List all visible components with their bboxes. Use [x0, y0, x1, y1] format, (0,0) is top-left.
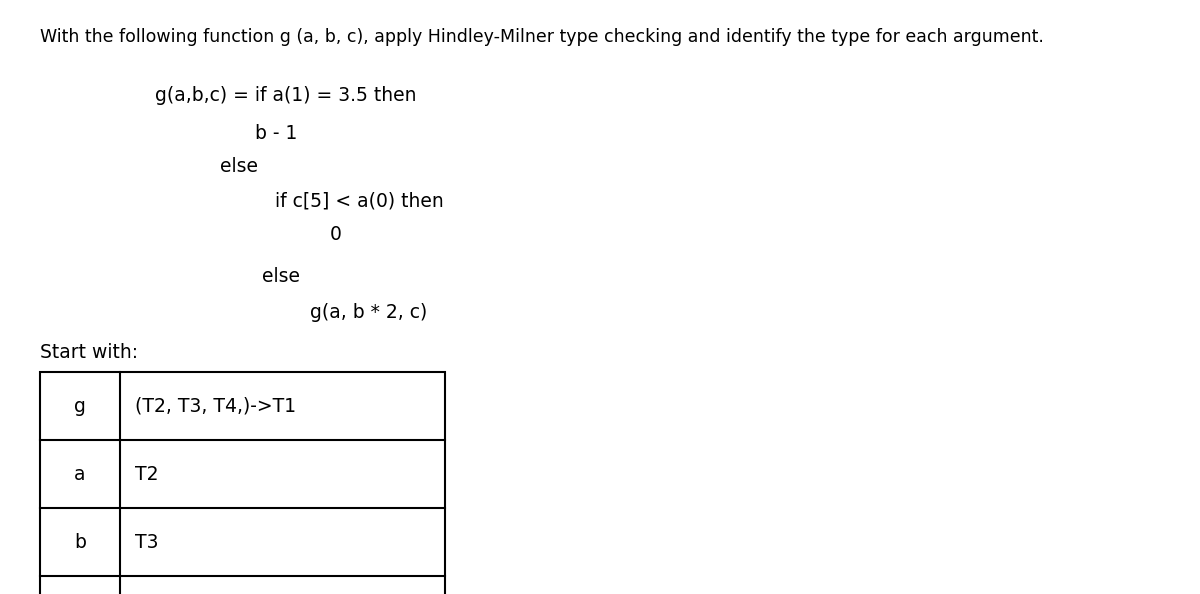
Text: if c[5] < a(0) then: if c[5] < a(0) then — [275, 191, 444, 210]
Text: b - 1: b - 1 — [254, 124, 298, 143]
Bar — [40, 372, 445, 594]
Text: (T2, T3, T4,)->T1: (T2, T3, T4,)->T1 — [134, 397, 296, 415]
Text: Start with:: Start with: — [40, 343, 138, 362]
Text: g(a, b * 2, c): g(a, b * 2, c) — [310, 304, 427, 323]
Text: a: a — [74, 465, 85, 484]
Text: else: else — [262, 267, 300, 286]
Text: else: else — [220, 157, 258, 176]
Text: T2: T2 — [134, 465, 158, 484]
Text: T3: T3 — [134, 532, 158, 551]
Text: 0: 0 — [330, 226, 342, 245]
Text: g: g — [74, 397, 86, 415]
Text: With the following function g (a, b, c), apply Hindley-Milner type checking and : With the following function g (a, b, c),… — [40, 28, 1044, 46]
Text: b: b — [74, 532, 86, 551]
Text: g(a,b,c) = if a(1) = 3.5 then: g(a,b,c) = if a(1) = 3.5 then — [155, 86, 416, 105]
